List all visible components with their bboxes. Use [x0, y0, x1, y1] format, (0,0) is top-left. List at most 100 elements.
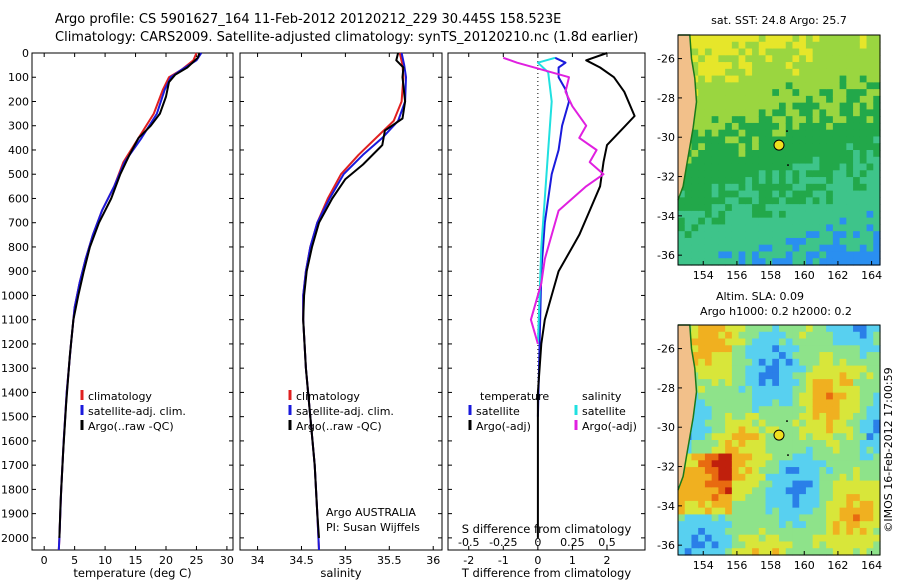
sla-lat-label: -28	[657, 382, 675, 395]
salinity-diff-tick-label: 0.25	[560, 536, 585, 549]
salinity-xtick-label: 35.5	[377, 554, 402, 567]
sst-track-dot	[787, 164, 789, 166]
difference-xlabel: T difference from climatology	[461, 566, 632, 580]
legend-header-temperature: temperature	[480, 390, 549, 403]
sst-lon-label: 160	[794, 269, 815, 282]
sla-land	[678, 325, 697, 491]
header-line-1: Argo profile: CS 5901627_164 11-Feb-2012…	[55, 12, 562, 27]
difference-legend-label: Argo(-adj)	[582, 420, 637, 433]
salinity-xlabel: salinity	[320, 566, 361, 580]
sla-lon-label: 162	[827, 559, 848, 572]
depth-tick-label: 0	[22, 47, 29, 60]
temperature-xlabel: temperature (deg C)	[73, 566, 191, 580]
sst-coastline	[677, 34, 698, 201]
difference-xtick-label: 1	[569, 554, 576, 567]
sst-lon-label: 154	[693, 269, 714, 282]
salinity-legend-label: climatology	[296, 390, 360, 403]
sla-map-subtitle: Argo h1000: 0.2 h2000: 0.2	[700, 305, 852, 318]
depth-tick-label: 1600	[1, 435, 29, 448]
sst-map-title: sat. SST: 24.8 Argo: 25.7	[711, 14, 847, 27]
depth-tick-label: 1000	[1, 289, 29, 302]
sst-land	[678, 35, 697, 201]
sst-lon-label: 158	[760, 269, 781, 282]
salinity-xtick-label: 34.5	[289, 554, 314, 567]
difference-legend-label: satellite	[476, 405, 520, 418]
sla-lon-label: 154	[693, 559, 714, 572]
temperature-xtick-label: 30	[220, 554, 234, 567]
depth-tick-label: 600	[8, 192, 29, 205]
sst-map-frame	[677, 34, 881, 266]
sla-track-dot	[787, 454, 789, 456]
sla-coastline	[677, 324, 698, 491]
salinity-plot-frame	[239, 52, 443, 551]
temperature-xtick-label: 10	[98, 554, 112, 567]
temperature-series-2	[58, 52, 201, 538]
difference-series-3	[502, 56, 605, 345]
depth-tick-label: 1900	[1, 508, 29, 521]
sst-track-dot	[786, 130, 788, 132]
depth-tick-label: 1800	[1, 483, 29, 496]
salinity-diff-tick-label: -0.25	[489, 536, 517, 549]
sla-lat-label: -30	[657, 421, 675, 434]
difference-xtick-label: 2	[603, 554, 610, 567]
depth-tick-label: 300	[8, 120, 29, 133]
temperature-xtick-label: 5	[71, 554, 78, 567]
temperature-legend-label: climatology	[88, 390, 152, 403]
difference-xtick-label: 0	[534, 554, 541, 567]
depth-tick-label: 500	[8, 168, 29, 181]
sst-lat-label: -28	[657, 92, 675, 105]
temperature-plot-frame	[31, 52, 234, 551]
temperature-xtick-label: 15	[129, 554, 143, 567]
temperature-xtick-label: 0	[41, 554, 48, 567]
difference-legend-label: satellite	[582, 405, 626, 418]
sst-lat-label: -26	[657, 53, 675, 66]
depth-tick-label: 1200	[1, 338, 29, 351]
depth-tick-label: 100	[8, 71, 29, 84]
difference-xlabel-top: S difference from climatology	[462, 522, 632, 536]
depth-tick-label: 200	[8, 95, 29, 108]
sla-lon-label: 164	[861, 559, 882, 572]
depth-tick-label: 1700	[1, 459, 29, 472]
temperature-series-1	[57, 52, 203, 551]
difference-legend-label: Argo(-adj)	[476, 420, 531, 433]
sst-lon-label: 162	[827, 269, 848, 282]
sst-lon-label: 156	[726, 269, 747, 282]
sla-lat-label: -32	[657, 461, 675, 474]
salinity-series-2	[302, 52, 407, 538]
salinity-xtick-label: 34	[251, 554, 265, 567]
temperature-xtick-label: 20	[159, 554, 173, 567]
depth-tick-label: 1500	[1, 411, 29, 424]
depth-tick-label: 1400	[1, 386, 29, 399]
salinity-legend-label: Argo(..raw -QC)	[296, 420, 382, 433]
sst-argo-marker	[773, 139, 785, 151]
depth-tick-label: 900	[8, 265, 29, 278]
sla-lat-label: -26	[657, 343, 675, 356]
sla-map-frame	[677, 324, 881, 556]
sla-argo-marker	[773, 429, 785, 441]
salinity-diff-tick-label: 0.5	[598, 536, 616, 549]
sst-lat-label: -30	[657, 131, 675, 144]
depth-tick-label: 1300	[1, 362, 29, 375]
sst-lat-label: -34	[657, 210, 675, 223]
sst-lat-label: -32	[657, 171, 675, 184]
sla-heatmap-cells	[678, 325, 881, 556]
sla-lon-label: 160	[794, 559, 815, 572]
salinity-legend-label: satellite-adj. clim.	[296, 405, 394, 418]
legend-header-salinity: salinity	[582, 390, 622, 403]
sla-lat-label: -34	[657, 500, 675, 513]
temperature-legend-label: satellite-adj. clim.	[88, 405, 186, 418]
temperature-legend-label: Argo(..raw -QC)	[88, 420, 174, 433]
salinity-diff-tick-label: -0.5	[458, 536, 479, 549]
temperature-series-0	[57, 52, 198, 551]
annotation-line-1: Argo AUSTRALIA	[326, 506, 416, 519]
depth-tick-label: 700	[8, 217, 29, 230]
header-line-2: Climatology: CARS2009. Satellite-adjuste…	[55, 30, 639, 45]
difference-xtick-label: -2	[463, 554, 474, 567]
salinity-xtick-label: 35	[338, 554, 352, 567]
salinity-diff-tick-label: 0	[534, 536, 541, 549]
salinity-xtick-label: 36	[426, 554, 440, 567]
difference-series-1	[536, 52, 636, 538]
depth-tick-label: 1100	[1, 314, 29, 327]
depth-tick-label: 2000	[1, 532, 29, 545]
